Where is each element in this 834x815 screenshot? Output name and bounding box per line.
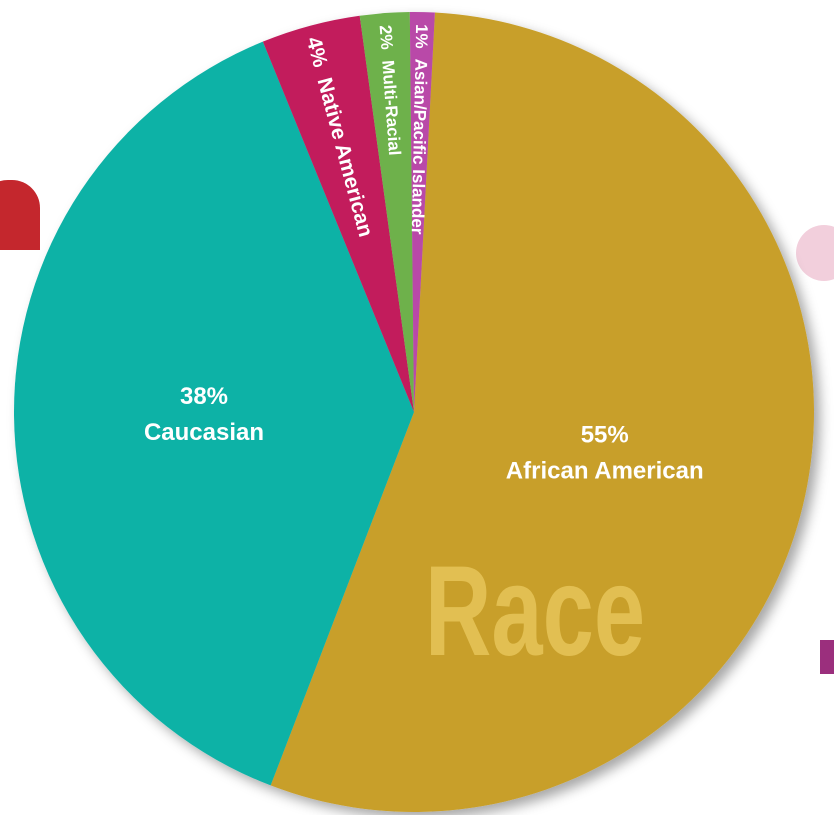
pie-slice-multi-racial <box>359 12 414 413</box>
race-watermark: Race <box>425 539 645 682</box>
slice-category-label-african-american: African American <box>506 458 704 485</box>
background-red-fragment <box>0 180 40 250</box>
pie-slice-asian-pacific-islander <box>409 11 435 413</box>
pie-slice-native-american <box>262 15 414 412</box>
pie-slice-caucasian <box>13 41 415 786</box>
slice-label-asian-pacific-islander: 1% Asian/Pacific Islander <box>408 24 431 235</box>
pie-slice-african-american <box>270 12 815 813</box>
background-purple-fragment <box>820 640 834 674</box>
slice-value-label-african-american: 55% <box>581 422 629 449</box>
slice-value-label-caucasian: 38% <box>180 383 228 410</box>
slice-label-group-asian-pacific-islander: 1% Asian/Pacific Islander <box>408 24 431 235</box>
slice-category-label-caucasian: Caucasian <box>144 419 264 446</box>
background-pink-dot <box>796 225 834 281</box>
slice-value-label-multi-racial: 2% <box>376 24 397 50</box>
slice-category-label-asian-pacific-islander: Asian/Pacific Islander <box>408 54 431 235</box>
slice-value-label-asian-pacific-islander: 1% <box>412 24 432 49</box>
